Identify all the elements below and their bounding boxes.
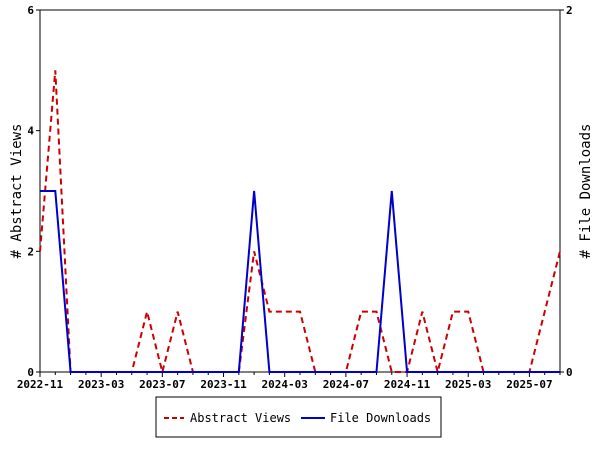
y-left-tick-label: 0 <box>27 366 34 379</box>
x-tick-label: 2024-11 <box>384 378 431 391</box>
series-line-file-downloads <box>40 190 560 373</box>
legend-label-abstract-views: Abstract Views <box>190 411 291 425</box>
legend: Abstract Views File Downloads <box>155 396 442 438</box>
series-lines <box>39 70 561 373</box>
x-tick-label: 2025-07 <box>506 378 552 391</box>
x-tick-label: 2025-03 <box>445 378 491 391</box>
y-axis-right-title: # File Downloads <box>578 124 594 259</box>
y-left-tick-label: 6 <box>27 4 34 17</box>
x-tick-label: 2024-07 <box>323 378 369 391</box>
y-right-tick-label: 0 <box>566 366 573 379</box>
legend-box <box>155 396 442 438</box>
plot-frame <box>39 9 561 373</box>
x-tick-label: 2023-07 <box>139 378 185 391</box>
y-right-tick-label: 2 <box>566 4 573 17</box>
tick-labels: 0 2 4 6 0 2 2022-11 2023-03 2023-07 2023-11 2024-0… <box>17 4 573 391</box>
y-left-tick-label: 2 <box>27 245 34 258</box>
x-tick-label: 2022-11 <box>17 378 64 391</box>
x-tick-label: 2024-03 <box>262 378 308 391</box>
x-tick-label: 2023-03 <box>78 378 124 391</box>
y-axis-left-title: # Abstract Views <box>9 124 25 259</box>
axes <box>36 9 564 377</box>
legend-label-file-downloads: File Downloads <box>330 411 431 425</box>
y-left-tick-label: 4 <box>27 125 34 138</box>
series-line-abstract-views <box>39 70 561 373</box>
x-tick-label: 2023-11 <box>200 378 247 391</box>
